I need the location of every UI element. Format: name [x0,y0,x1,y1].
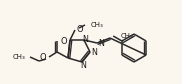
Text: CH₃: CH₃ [12,54,25,60]
Text: O: O [61,37,68,47]
Text: N: N [82,35,88,44]
Text: N: N [92,48,97,57]
Text: N: N [80,61,86,70]
Text: CH₃: CH₃ [120,33,133,39]
Text: CH₃: CH₃ [91,22,104,28]
Text: N: N [98,39,104,48]
Text: O: O [39,54,46,62]
Text: O: O [77,25,84,34]
